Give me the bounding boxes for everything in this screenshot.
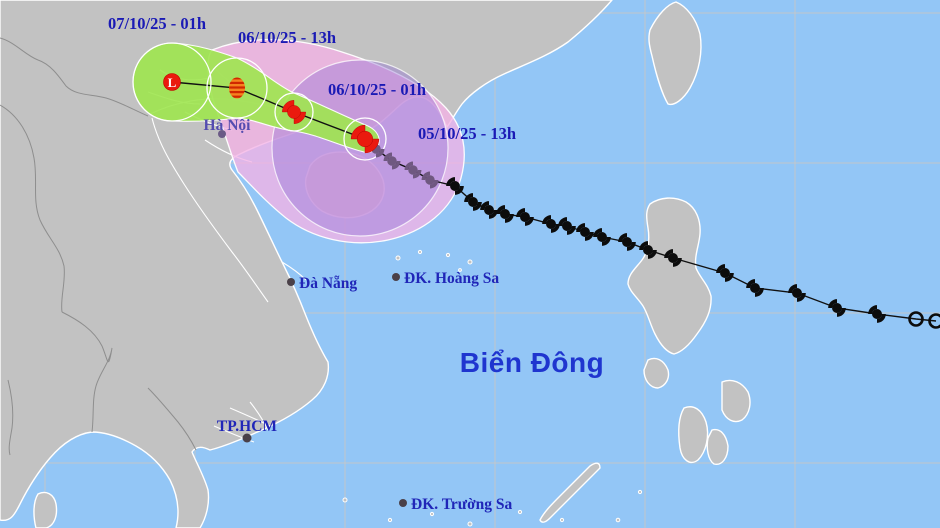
sea-name-label: Biển Đông — [460, 347, 605, 378]
storm-track-layer: L — [132, 42, 940, 329]
city-label-danang: Đà Nẵng — [299, 275, 357, 292]
phu-quoc-island — [33, 491, 58, 528]
city-label-hoangsa: ĐK. Hoàng Sa — [404, 270, 499, 287]
timestamp-labels: 07/10/25 - 01h 06/10/25 - 13h 06/10/25 -… — [108, 14, 516, 143]
city-dot-truongsa — [399, 499, 407, 507]
palawan-island — [539, 462, 601, 523]
timestamp-forecast-36h: 07/10/25 - 01h — [108, 14, 206, 33]
timestamp-forecast-24h: 06/10/25 - 13h — [238, 28, 336, 47]
forecast-uncertainty-circle — [343, 117, 387, 161]
tropical-depression-ring — [908, 311, 924, 327]
islets — [342, 249, 643, 527]
city-dot-tphcm — [242, 433, 252, 443]
mindoro-island — [643, 357, 670, 389]
city-label-hanoi: Hà Nội — [204, 117, 252, 134]
timestamp-forecast-12h: 06/10/25 - 01h — [328, 80, 426, 99]
luzon-island — [627, 197, 712, 355]
city-markers: Hà Nội Đà Nẵng ĐK. Hoàng Sa TP.HCM ĐK. T… — [204, 117, 513, 513]
panay-negros-islands — [678, 406, 709, 464]
city-dot-danang — [287, 278, 295, 286]
taiwan-island — [648, 1, 702, 106]
cebu-island — [706, 428, 729, 465]
samar-island — [721, 379, 751, 423]
low-pressure-L-letter: L — [168, 75, 177, 90]
low-pressure-L-symbol — [163, 73, 181, 91]
city-label-tphcm: TP.HCM — [217, 418, 278, 435]
timestamp-current: 05/10/25 - 13h — [418, 124, 516, 143]
city-dot-hoangsa — [392, 273, 400, 281]
forecast-uncertainty-circle — [132, 42, 212, 122]
city-label-truongsa: ĐK. Trường Sa — [411, 496, 513, 513]
city-dot-hanoi — [218, 130, 226, 138]
forecast-uncertainty-circle — [274, 92, 314, 132]
country-borders — [0, 37, 197, 456]
forecast-uncertainty-circle — [206, 57, 268, 119]
tropical-depression-ring — [928, 313, 940, 329]
